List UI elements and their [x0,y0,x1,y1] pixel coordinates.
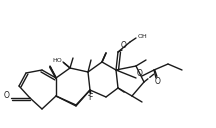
Text: O: O [155,77,161,87]
Text: O: O [4,90,10,99]
Text: O: O [137,70,143,78]
Text: O: O [121,41,127,51]
Text: OH: OH [138,34,148,39]
Text: HO: HO [52,57,62,62]
Text: F: F [88,93,92,103]
